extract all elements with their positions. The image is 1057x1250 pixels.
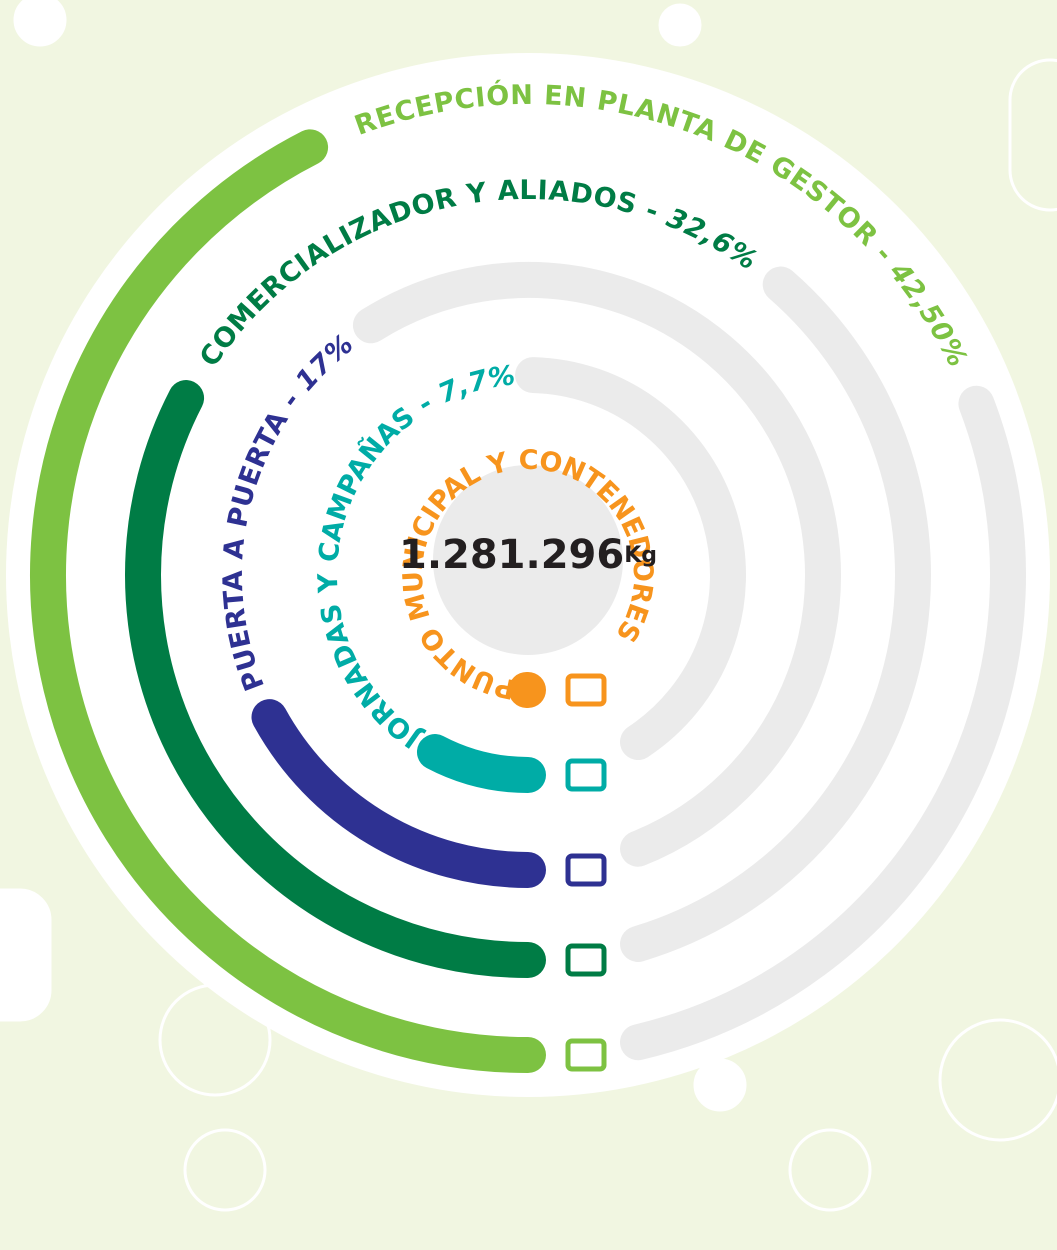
total-unit: Kg <box>624 543 657 568</box>
total-label: 1.281.296 <box>399 532 624 578</box>
total: 1.281.296Kg <box>399 532 657 578</box>
page: {"chart_data": {"type": "radial-bar", "t… <box>0 0 1057 1250</box>
chart: RECEPCIÓN EN PLANTA DE GESTOR - 42,50%CO… <box>0 0 1057 1250</box>
